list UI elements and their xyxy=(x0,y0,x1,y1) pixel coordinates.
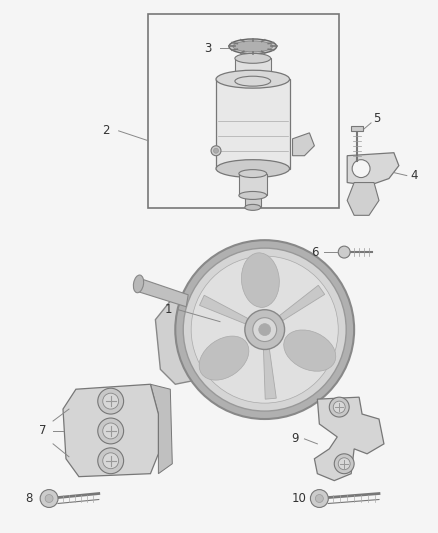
Circle shape xyxy=(245,310,285,350)
Circle shape xyxy=(311,490,328,507)
Circle shape xyxy=(259,324,271,336)
Circle shape xyxy=(98,448,124,474)
Circle shape xyxy=(103,453,119,469)
Polygon shape xyxy=(150,384,172,474)
Ellipse shape xyxy=(199,336,249,380)
Ellipse shape xyxy=(239,169,267,177)
Text: 2: 2 xyxy=(102,124,110,138)
Bar xyxy=(235,58,271,81)
Ellipse shape xyxy=(134,275,144,293)
Text: 7: 7 xyxy=(39,424,47,438)
Circle shape xyxy=(315,495,323,503)
Polygon shape xyxy=(135,278,188,307)
Text: 10: 10 xyxy=(292,492,307,505)
Text: 4: 4 xyxy=(410,169,417,182)
Circle shape xyxy=(103,393,119,409)
Circle shape xyxy=(103,423,119,439)
Text: 3: 3 xyxy=(205,42,212,55)
Ellipse shape xyxy=(239,191,267,199)
Polygon shape xyxy=(155,290,205,384)
Polygon shape xyxy=(264,349,276,399)
Circle shape xyxy=(253,318,277,342)
Text: 9: 9 xyxy=(291,432,298,446)
Circle shape xyxy=(98,418,124,444)
Circle shape xyxy=(333,401,345,413)
Circle shape xyxy=(329,397,349,417)
Ellipse shape xyxy=(216,70,290,88)
Circle shape xyxy=(183,248,346,411)
Ellipse shape xyxy=(211,146,221,156)
Ellipse shape xyxy=(233,41,273,52)
Polygon shape xyxy=(293,133,314,156)
Circle shape xyxy=(98,388,124,414)
Polygon shape xyxy=(347,153,399,185)
Text: 5: 5 xyxy=(373,112,381,125)
Circle shape xyxy=(334,454,354,474)
Ellipse shape xyxy=(245,204,261,211)
Ellipse shape xyxy=(235,53,271,63)
Circle shape xyxy=(191,256,338,403)
Circle shape xyxy=(338,458,350,470)
Circle shape xyxy=(45,495,53,503)
Bar xyxy=(351,126,363,131)
Bar xyxy=(216,79,290,168)
Text: 1: 1 xyxy=(165,303,172,316)
Polygon shape xyxy=(347,182,379,215)
Ellipse shape xyxy=(216,160,290,177)
Polygon shape xyxy=(200,295,248,324)
Polygon shape xyxy=(63,384,159,477)
Polygon shape xyxy=(314,397,384,481)
Circle shape xyxy=(40,490,58,507)
Bar xyxy=(239,174,267,196)
Text: 6: 6 xyxy=(311,246,318,259)
Circle shape xyxy=(338,246,350,258)
Bar xyxy=(245,196,261,207)
Circle shape xyxy=(175,240,354,419)
Ellipse shape xyxy=(235,76,271,86)
Ellipse shape xyxy=(229,39,277,54)
Ellipse shape xyxy=(214,148,219,153)
Ellipse shape xyxy=(241,253,279,308)
Bar xyxy=(148,14,339,208)
Ellipse shape xyxy=(284,330,336,372)
Text: 8: 8 xyxy=(25,492,33,505)
Circle shape xyxy=(352,160,370,177)
Polygon shape xyxy=(279,285,325,321)
